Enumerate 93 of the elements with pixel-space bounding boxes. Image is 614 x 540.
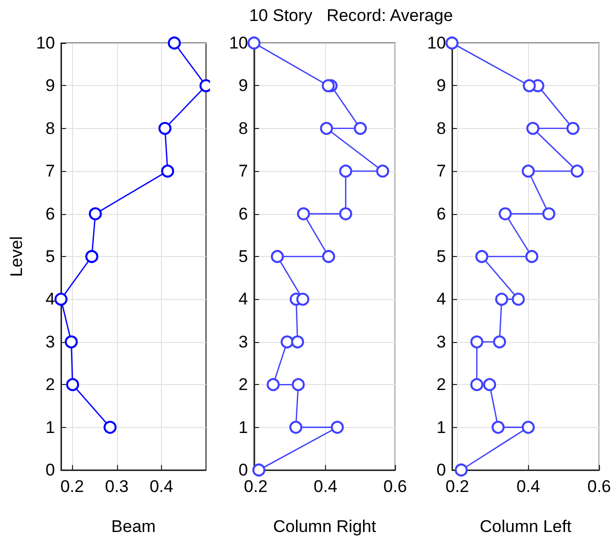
y-tick-label: 5	[238, 247, 248, 266]
x-tick-label: 0.2	[244, 477, 268, 496]
point	[320, 122, 334, 135]
y-tick-label: 9	[46, 76, 55, 96]
point	[525, 250, 538, 263]
point	[470, 335, 484, 348]
x-tick-label: 0.4	[150, 477, 174, 496]
y-tick-label: 3	[238, 332, 248, 352]
y-tick-label: 7	[436, 162, 446, 181]
point	[252, 464, 266, 476]
y-tick-label: 4	[436, 290, 446, 309]
point	[248, 36, 260, 50]
y-tick-label: 3	[46, 332, 55, 352]
y-tick-label: 2	[436, 375, 446, 394]
point	[376, 164, 390, 178]
point	[297, 207, 310, 220]
point	[161, 164, 174, 178]
x-tick-label: 0.3	[104, 477, 129, 496]
point	[85, 250, 98, 263]
y-tick-label: 5	[46, 247, 55, 266]
point	[104, 420, 117, 434]
point	[512, 292, 525, 306]
point	[88, 207, 102, 220]
point	[354, 122, 367, 135]
y-tick-label: 1	[436, 418, 446, 437]
point	[168, 36, 181, 50]
point	[291, 335, 304, 348]
point	[483, 378, 496, 392]
y-tick-label: 2	[238, 375, 248, 394]
y-tick-label: 0	[436, 460, 446, 480]
x-axis-title: Column Right	[273, 517, 376, 536]
y-tick-label: 9	[238, 76, 248, 96]
point	[330, 420, 344, 434]
point	[66, 378, 80, 392]
point	[566, 122, 580, 135]
y-tick-label: 4	[46, 290, 55, 309]
point	[522, 164, 535, 178]
point	[64, 335, 78, 348]
point	[54, 292, 68, 306]
y-tick-label: 8	[238, 118, 248, 138]
y-tick-label: 7	[46, 162, 55, 181]
y-tick-label: 2	[46, 375, 55, 394]
point	[270, 250, 284, 263]
y-axis-title: Level	[7, 236, 26, 277]
point	[522, 79, 536, 92]
point	[454, 464, 468, 476]
chart-title: 10 Story Record: Average	[248, 6, 454, 26]
point	[475, 250, 488, 263]
point	[522, 420, 535, 434]
y-tick-label: 9	[436, 76, 446, 96]
y-tick-label: 0	[46, 460, 55, 480]
x-tick-label: 0.6	[383, 477, 408, 496]
y-tick-label: 3	[436, 332, 446, 352]
y-tick-label: 8	[436, 118, 446, 138]
point	[322, 79, 335, 92]
x-tick-label: 0.4	[516, 477, 540, 496]
point	[339, 164, 352, 178]
point	[296, 292, 310, 306]
y-tick-label: 1	[46, 418, 55, 437]
y-tick-label: 7	[238, 162, 248, 181]
y-tick-label: 10	[427, 34, 446, 52]
point	[339, 207, 352, 220]
point	[492, 420, 505, 434]
point	[570, 164, 584, 178]
point	[158, 122, 172, 135]
point	[289, 420, 302, 434]
y-tick-label: 1	[238, 418, 248, 437]
y-tick-label: 10	[229, 34, 248, 52]
y-tick-label: 6	[46, 204, 55, 224]
x-axis-title: Beam	[111, 517, 156, 536]
point	[322, 250, 336, 263]
point	[292, 378, 305, 392]
y-tick-label: 8	[46, 118, 55, 138]
point	[470, 378, 484, 392]
x-tick-label: 0.2	[60, 477, 84, 496]
y-tick-label: 6	[436, 204, 446, 224]
point	[526, 122, 540, 135]
x-tick-label: 0.4	[314, 477, 338, 496]
x-tick-label: 0.2	[446, 477, 470, 496]
point	[498, 207, 512, 220]
y-tick-label: 4	[238, 290, 248, 309]
point	[446, 36, 458, 50]
y-tick-label: 0	[238, 460, 248, 480]
y-tick-label: 5	[436, 247, 446, 266]
point	[493, 335, 506, 348]
point	[266, 378, 280, 392]
point	[280, 335, 294, 348]
x-axis-title: Column Left	[480, 517, 572, 536]
point	[542, 207, 556, 220]
y-tick-label: 6	[238, 204, 248, 224]
point	[495, 292, 508, 306]
x-tick-label: 0.6	[587, 477, 612, 496]
y-tick-label: 10	[36, 34, 55, 52]
